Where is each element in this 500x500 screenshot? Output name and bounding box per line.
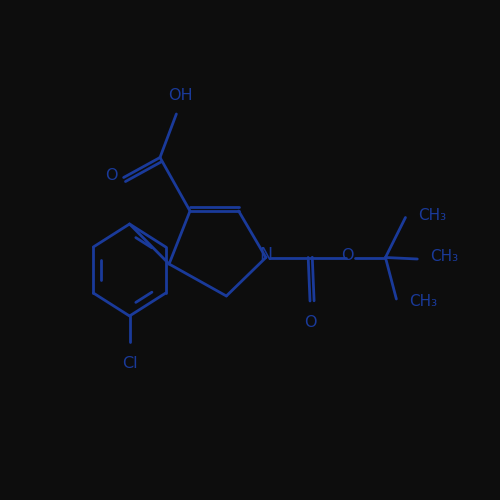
Text: Cl: Cl xyxy=(122,356,138,371)
Text: O: O xyxy=(104,168,117,184)
Text: CH₃: CH₃ xyxy=(409,294,437,309)
Text: OH: OH xyxy=(168,88,192,103)
Text: N: N xyxy=(260,246,272,264)
Text: O: O xyxy=(304,315,316,330)
Text: CH₃: CH₃ xyxy=(418,208,446,222)
Text: O: O xyxy=(341,248,353,262)
Text: CH₃: CH₃ xyxy=(430,249,458,264)
